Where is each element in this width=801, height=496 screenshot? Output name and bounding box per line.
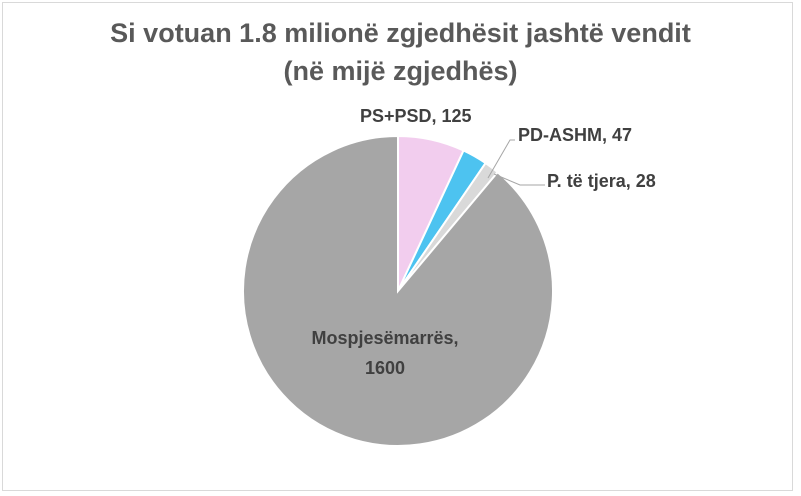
data-label: P. të tjera, 28 bbox=[547, 171, 656, 191]
pie-slice bbox=[242, 134, 554, 447]
slices bbox=[242, 134, 554, 447]
leader-line bbox=[487, 139, 515, 179]
leader-line bbox=[493, 173, 545, 186]
data-label: Mospjesëmarrës, 1600 bbox=[311, 328, 459, 378]
data-label: PD-ASHM, 47 bbox=[518, 125, 633, 145]
chart-subtitle: (në mijë zgjedhës) bbox=[283, 56, 518, 86]
chart-title: Si votuan 1.8 milionë zgjedhësit jashtë … bbox=[110, 18, 691, 48]
data-label: PS+PSD, 125 bbox=[360, 106, 472, 126]
